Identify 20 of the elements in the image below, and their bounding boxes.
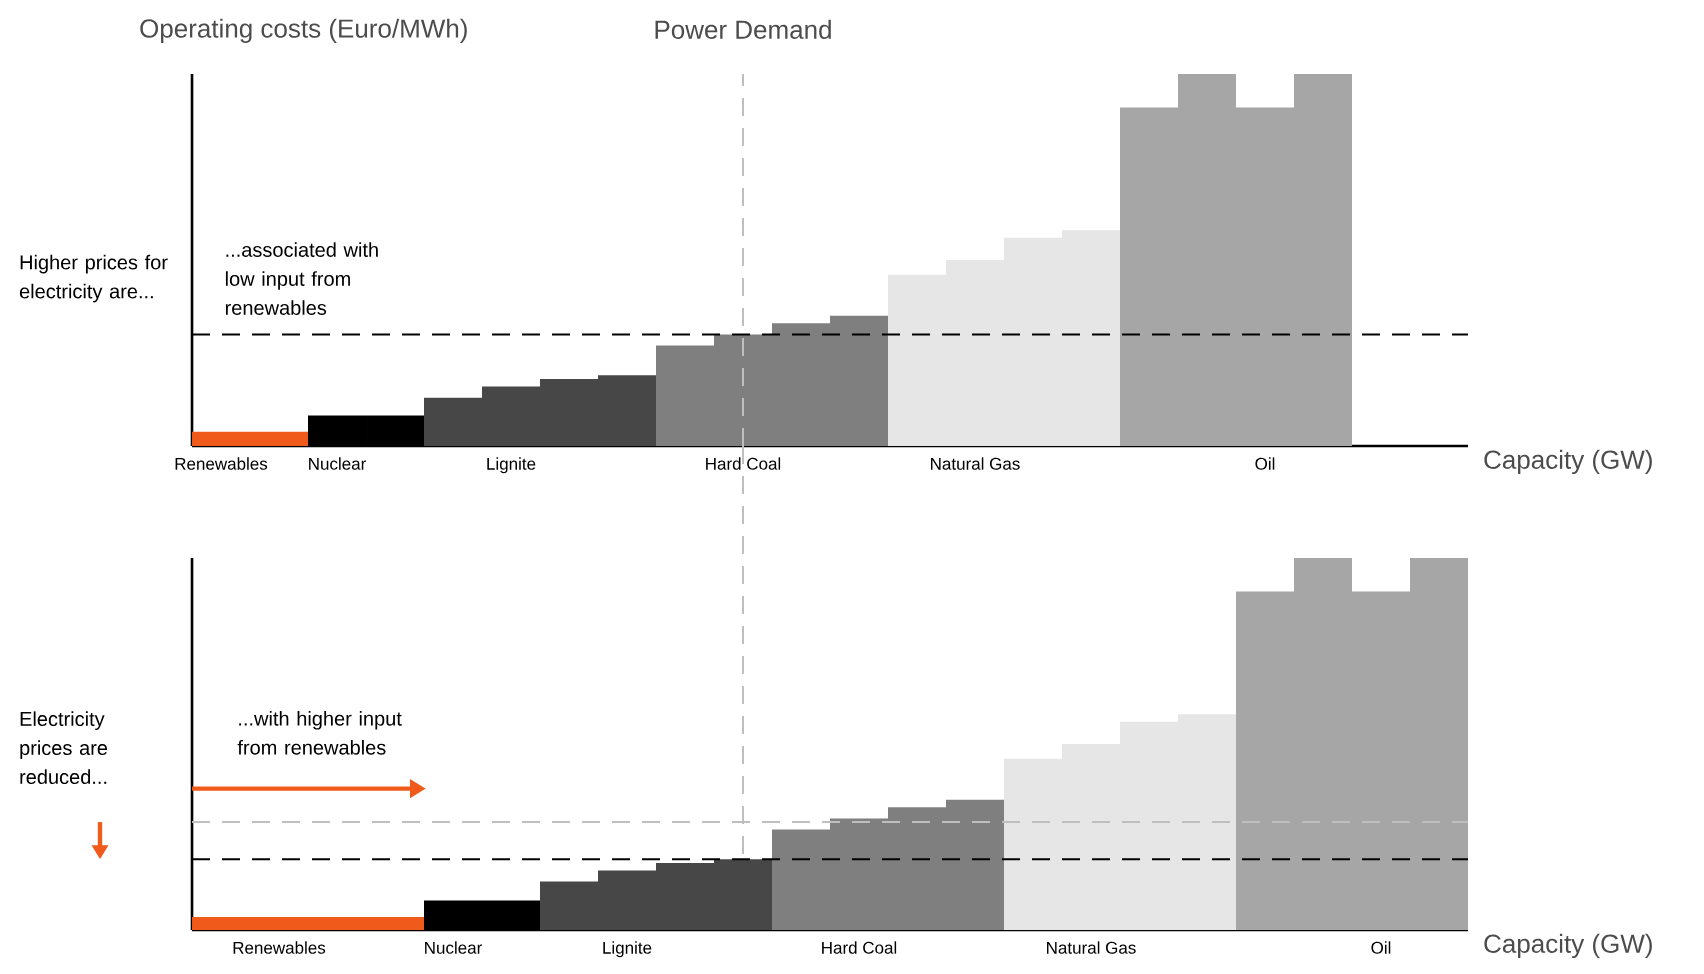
annotation: ...associated with low input from renewables [225, 242, 378, 315]
x-tick-label: Nuclear [309, 457, 366, 470]
x-tick-label: Lignite [603, 941, 652, 958]
y-axis-title: Operating costs (Euro/MWh) [140, 18, 467, 43]
x-tick-label: Hard Coal [822, 941, 897, 954]
text: Electricity prices are reduced... [20, 711, 108, 785]
x-axis-title: Capacity (GW) [1484, 933, 1652, 959]
text: Higher prices for electricity are... [19, 254, 168, 303]
x-tick-label: Lignite [487, 457, 536, 474]
annotation: ...with higher input from renewables [237, 710, 402, 755]
x-tick-label: Oil [1255, 457, 1275, 470]
x-tick-label: Natural Gas [1047, 941, 1136, 954]
x-tick-label: Oil [1371, 941, 1391, 954]
ref-line-label: Power Demand [655, 19, 831, 39]
x-tick-label: Renewables [233, 941, 326, 954]
x-tick-label: Natural Gas [931, 457, 1020, 470]
x-tick-label: Renewables [175, 457, 268, 470]
x-tick-label: Nuclear [425, 941, 482, 954]
x-tick-label: Hard Coal [706, 457, 781, 470]
x-axis-title: Capacity (GW) [1484, 449, 1652, 475]
